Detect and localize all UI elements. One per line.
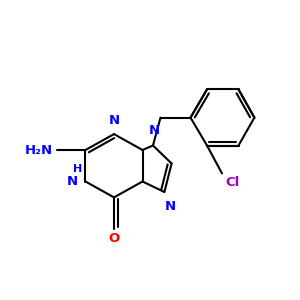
Text: N: N bbox=[165, 200, 176, 212]
Text: O: O bbox=[108, 232, 120, 245]
Text: N: N bbox=[67, 175, 78, 188]
Text: Cl: Cl bbox=[225, 176, 239, 189]
Text: N: N bbox=[149, 124, 160, 137]
Text: H₂N: H₂N bbox=[24, 143, 52, 157]
Text: H: H bbox=[74, 164, 82, 175]
Text: N: N bbox=[108, 114, 120, 127]
